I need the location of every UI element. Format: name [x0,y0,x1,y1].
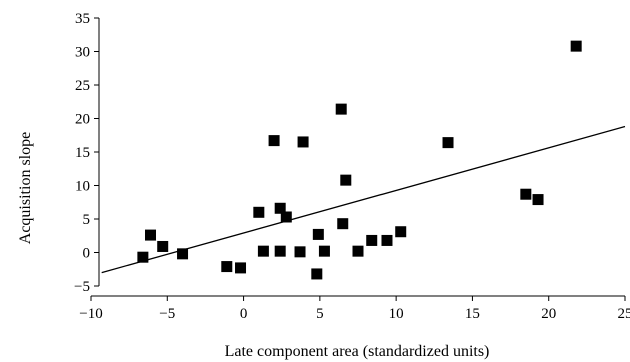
data-point [532,194,544,206]
data-point [268,135,280,147]
x-ticks: −10 −5 0 5 10 15 20 25 [79,296,630,322]
x-tick-label: 10 [389,306,404,322]
y-ticks: −5 0 5 10 15 20 25 30 35 [74,11,99,295]
data-point [335,103,347,115]
data-point [145,229,157,241]
data-point [280,211,292,223]
data-point [177,248,189,260]
data-point [381,234,393,246]
y-tick-label: −5 [74,279,90,295]
data-point [221,261,233,273]
data-point [318,245,330,257]
x-tick-label: −10 [79,306,102,322]
data-point [352,245,364,257]
data-point [157,240,169,252]
data-point [366,234,378,246]
data-point [570,40,582,52]
x-axis: −10 −5 0 5 10 15 20 25 [79,295,630,322]
data-point [297,136,309,148]
regression-line [101,125,626,274]
data-point [257,245,269,257]
x-tick-label: 5 [316,306,324,322]
data-point [442,137,454,149]
data-point [520,188,532,200]
y-tick-label: 35 [75,11,90,27]
y-axis-label: Acquisition slope [17,132,34,244]
data-point [312,228,324,240]
data-point [395,226,407,238]
x-tick-label: 15 [465,306,480,322]
data-point [311,268,323,280]
data-point [340,174,352,186]
data-point [253,206,265,218]
x-tick-label: 0 [240,306,248,322]
x-axis-label: Late component area (standardized units) [225,343,490,360]
x-tick-label: 20 [541,306,556,322]
y-axis: −5 0 5 10 15 20 25 30 35 [74,11,100,295]
y-tick-label: 20 [75,112,90,128]
y-tick-label: 10 [75,179,90,195]
data-point [235,262,247,274]
y-tick-label: 25 [75,78,90,94]
data-point [274,245,286,257]
data-point [337,218,349,230]
y-tick-label: 0 [83,246,91,262]
y-tick-label: 5 [83,212,91,228]
y-tick-label: 15 [75,145,90,161]
data-point [294,246,306,258]
x-tick-label: −5 [159,306,175,322]
data-points [137,40,582,280]
data-point [274,202,286,214]
data-point [137,251,149,263]
x-tick-label: 25 [618,306,630,322]
y-tick-label: 30 [75,45,90,61]
